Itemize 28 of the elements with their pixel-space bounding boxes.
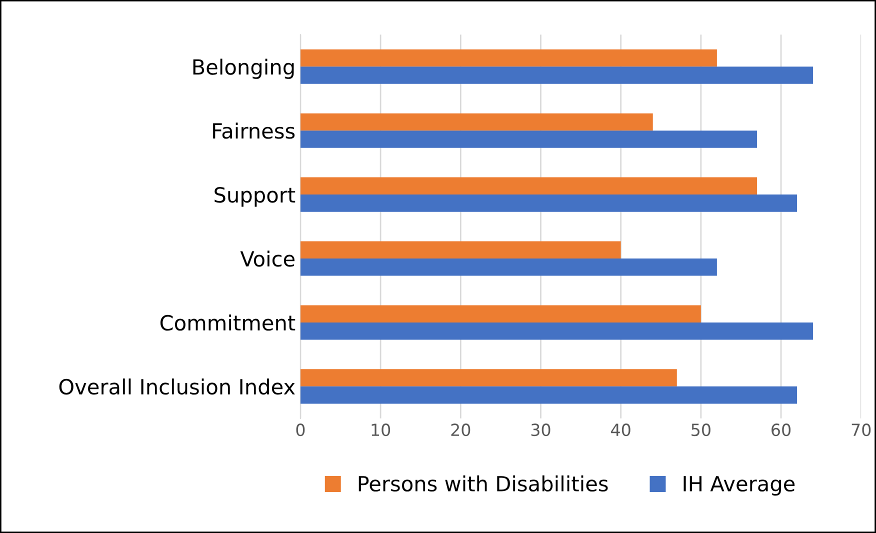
x-tick-label: 70 — [852, 424, 871, 436]
x-tick-label: 10 — [372, 424, 390, 436]
y-tick-label: Commitment — [160, 314, 296, 331]
bar — [300, 113, 653, 131]
legend-label: IH Average — [684, 476, 795, 496]
bar — [300, 369, 677, 386]
bar — [300, 49, 717, 67]
bar — [300, 177, 757, 195]
x-tick-label: 60 — [772, 424, 791, 436]
y-tick-label: Support — [214, 187, 296, 207]
bar — [300, 322, 814, 340]
x-tick-label: 30 — [531, 424, 550, 436]
bar — [300, 194, 798, 212]
legend-label: Persons with Disabilities — [358, 475, 608, 492]
y-tick-label: Voice — [240, 250, 294, 267]
bar — [300, 241, 621, 259]
bar — [300, 386, 798, 404]
bar — [300, 66, 814, 84]
x-tick-label: 40 — [611, 424, 630, 436]
x-tick-label: 0 — [296, 424, 305, 436]
y-tick-label: Belonging — [193, 58, 294, 79]
bar — [300, 305, 701, 322]
x-tick-label: 50 — [692, 424, 710, 436]
bar — [300, 130, 757, 148]
bar — [300, 258, 717, 276]
x-tick-label: 20 — [451, 424, 470, 436]
y-tick-label: Overall Inclusion Index — [59, 378, 295, 395]
y-tick-label: Fairness — [213, 122, 295, 139]
